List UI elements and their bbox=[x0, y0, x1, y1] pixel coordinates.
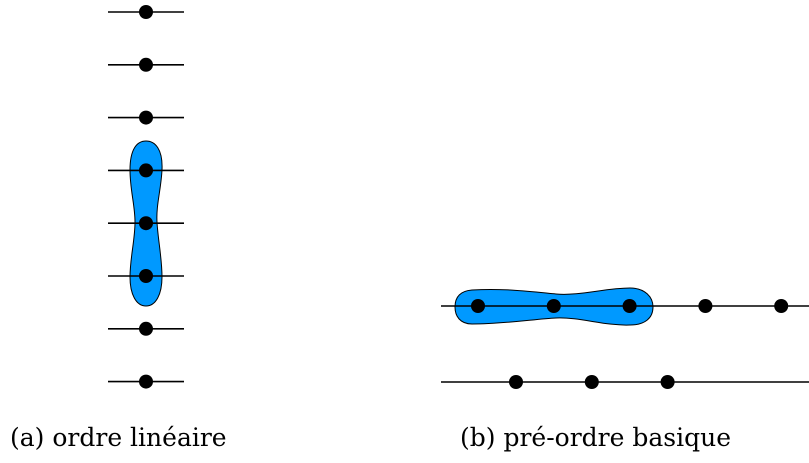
caption-linear-order: (a) ordre linéaire bbox=[10, 423, 227, 452]
caption-basic-preorder: (b) pré-ordre basique bbox=[460, 423, 731, 452]
element-node bbox=[139, 110, 153, 125]
element-node bbox=[139, 269, 153, 283]
element-node bbox=[139, 216, 153, 231]
element-node bbox=[509, 375, 523, 389]
element-node bbox=[139, 57, 153, 72]
element-node bbox=[139, 5, 153, 19]
panel-linear-order bbox=[108, 5, 184, 389]
element-node bbox=[546, 299, 561, 313]
element-node bbox=[139, 374, 153, 389]
element-node bbox=[622, 299, 637, 313]
element-node bbox=[698, 299, 713, 313]
element-node bbox=[774, 299, 789, 313]
element-node bbox=[471, 299, 485, 313]
element-node bbox=[139, 321, 153, 336]
element-node bbox=[584, 375, 599, 389]
element-node bbox=[660, 375, 675, 389]
element-node bbox=[139, 163, 153, 178]
panel-basic-preorder bbox=[441, 287, 809, 389]
